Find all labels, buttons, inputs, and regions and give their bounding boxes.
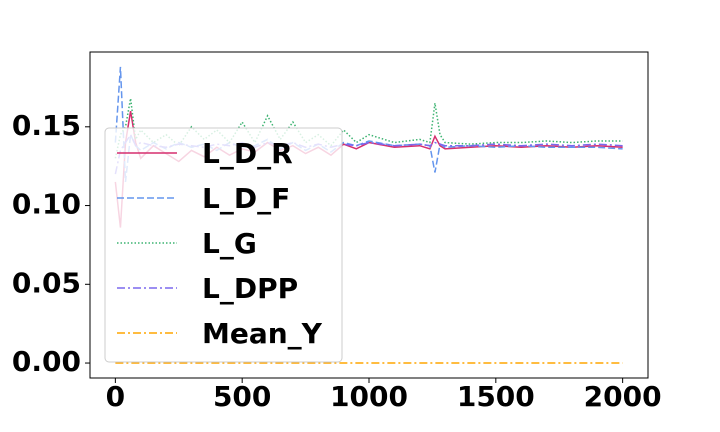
x-tick-label: 0	[106, 380, 125, 413]
y-tick-label: 0.10	[12, 188, 81, 221]
y-tick-label: 0.00	[12, 345, 81, 378]
legend-label: L_D_F	[202, 182, 290, 215]
x-tick-label: 1000	[330, 380, 408, 413]
y-tick-label: 0.15	[12, 109, 81, 142]
legend-label: L_D_R	[202, 137, 293, 170]
x-tick-label: 2000	[584, 380, 662, 413]
x-tick-label: 1500	[457, 380, 535, 413]
legend-label: L_G	[202, 227, 257, 260]
legend-box	[104, 127, 343, 363]
legend-label: L_DPP	[202, 272, 298, 305]
legend-label: Mean_Y	[202, 317, 323, 350]
x-tick-label: 500	[213, 380, 271, 413]
y-tick-label: 0.05	[12, 266, 81, 299]
